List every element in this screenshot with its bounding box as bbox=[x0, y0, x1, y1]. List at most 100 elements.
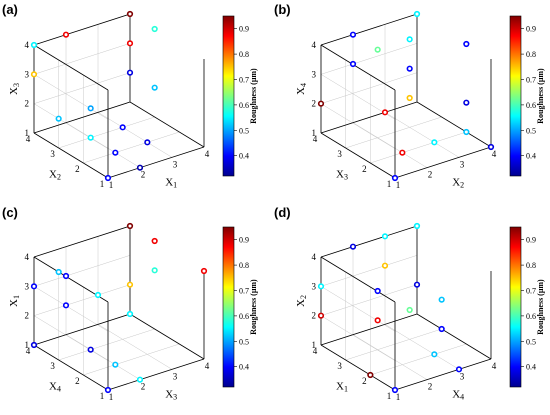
colorbar-tick-label: 0.9 bbox=[526, 236, 536, 245]
data-point bbox=[381, 233, 389, 240]
colorbar-tick-label: 0.8 bbox=[526, 50, 536, 59]
grid-line bbox=[65, 122, 141, 168]
colorbar-tick-label: 0.8 bbox=[239, 50, 249, 59]
data-point bbox=[413, 222, 421, 230]
colorbar-label: Roughness (μm) bbox=[249, 279, 258, 335]
grid-line bbox=[320, 72, 418, 104]
x-tick-label: 2 bbox=[428, 382, 433, 392]
data-point bbox=[487, 143, 495, 151]
z-tick-label: 2 bbox=[25, 311, 30, 321]
data-point bbox=[463, 99, 470, 106]
data-point bbox=[62, 272, 70, 280]
box-edge bbox=[320, 344, 396, 391]
colorbar: 0.9 0.8 0.7 0.6 0.5 0.4 Roughness (μm) bbox=[509, 15, 545, 177]
grid-line bbox=[320, 315, 396, 361]
z-tick-label: 4 bbox=[312, 252, 317, 262]
data-point bbox=[367, 371, 374, 379]
colorbar-tick-label: 0.7 bbox=[526, 75, 536, 84]
grid-line bbox=[65, 334, 141, 380]
data-point bbox=[438, 296, 445, 303]
z-tick-label: 2 bbox=[312, 99, 317, 109]
data-point bbox=[126, 222, 134, 230]
data-point bbox=[104, 386, 112, 394]
panel-c: 111222333444X3X4X1(c)0.90.80.70.60.50.4R… bbox=[2, 205, 258, 402]
grid-line bbox=[33, 284, 131, 316]
box-edge bbox=[33, 313, 131, 346]
x-axis-label: X4 bbox=[452, 388, 464, 401]
box-edge bbox=[33, 44, 109, 91]
z-tick-label: 1 bbox=[25, 340, 30, 350]
z-tick-label: 4 bbox=[25, 40, 30, 50]
colorbar-tick-label: 0.4 bbox=[239, 363, 249, 372]
data-point bbox=[112, 149, 119, 156]
x-tick-label: 2 bbox=[428, 170, 433, 180]
grid-line bbox=[320, 284, 418, 316]
box-edge bbox=[320, 44, 396, 91]
colorbar-tick-label: 0.9 bbox=[526, 25, 536, 34]
data-point bbox=[431, 351, 438, 358]
x-tick-label: 4 bbox=[492, 361, 497, 371]
colorbar: 0.9 0.8 0.7 0.6 0.5 0.4 Roughness (μm) bbox=[509, 226, 545, 388]
data-point bbox=[151, 267, 158, 274]
grid-line bbox=[83, 131, 180, 164]
z-tick-label: 1 bbox=[312, 340, 317, 350]
x-tick-label: 4 bbox=[492, 149, 497, 159]
data-point bbox=[126, 10, 134, 18]
z-tick-label: 2 bbox=[312, 311, 317, 321]
x-tick-label: 4 bbox=[205, 361, 210, 371]
y-axis-label: X1 bbox=[336, 381, 348, 394]
z-tick-label: 1 bbox=[312, 128, 317, 138]
box-edge bbox=[33, 225, 131, 258]
box-edge bbox=[129, 101, 205, 148]
grid-line bbox=[345, 328, 442, 361]
colorbar-label: Roughness (μm) bbox=[536, 279, 545, 335]
y-tick-label: 4 bbox=[313, 134, 318, 144]
y-tick-label: 2 bbox=[362, 376, 367, 386]
panel-d: 111222333444X4X1X2(d)0.90.80.70.60.50.4R… bbox=[274, 205, 545, 402]
x-tick-label: 1 bbox=[396, 392, 401, 402]
data-point bbox=[406, 94, 413, 102]
y-tick-label: 3 bbox=[337, 149, 342, 159]
data-point bbox=[349, 60, 357, 68]
box-edge bbox=[394, 146, 492, 179]
data-point bbox=[30, 41, 38, 49]
colorbar-tick-label: 0.6 bbox=[526, 312, 536, 321]
z-axis-label: X3 bbox=[8, 83, 21, 95]
data-point bbox=[151, 25, 158, 33]
colorbar-tick-label: 0.5 bbox=[526, 337, 536, 346]
x-tick-label: 1 bbox=[109, 180, 114, 190]
colorbar-gradient bbox=[509, 15, 522, 177]
y-tick-label: 1 bbox=[100, 179, 105, 189]
data-point bbox=[374, 317, 381, 324]
y-tick-label: 4 bbox=[26, 134, 31, 144]
colorbar-tick-label: 0.8 bbox=[526, 261, 536, 270]
y-tick-label: 4 bbox=[313, 346, 318, 356]
x-tick-label: 4 bbox=[205, 149, 210, 159]
box-edge bbox=[320, 132, 396, 179]
grid-line bbox=[33, 74, 109, 120]
colorbar-tick-label: 0.6 bbox=[526, 101, 536, 110]
box-edge bbox=[320, 313, 418, 346]
data-point bbox=[391, 386, 399, 394]
y-tick-label: 2 bbox=[75, 164, 80, 174]
colorbar-label: Roughness (μm) bbox=[536, 68, 545, 124]
data-point bbox=[94, 291, 102, 299]
grid-line bbox=[320, 103, 396, 149]
grid-line bbox=[33, 103, 109, 149]
colorbar-tick-label: 0.4 bbox=[526, 152, 536, 161]
z-axis-label: X2 bbox=[295, 295, 308, 307]
box-edge bbox=[320, 101, 418, 134]
grid-line bbox=[33, 286, 109, 332]
x-tick-label: 2 bbox=[141, 170, 146, 180]
data-point bbox=[136, 376, 144, 383]
y-tick-label: 4 bbox=[26, 346, 31, 356]
y-axis-label: X3 bbox=[336, 169, 348, 182]
box-edge bbox=[129, 313, 205, 360]
y-axis-label: X2 bbox=[49, 169, 61, 182]
data-point bbox=[438, 325, 445, 333]
grid-line bbox=[33, 43, 131, 75]
data-point bbox=[151, 237, 158, 245]
y-tick-label: 1 bbox=[387, 391, 392, 401]
x-tick-label: 3 bbox=[460, 371, 465, 381]
x-axis-label: X1 bbox=[165, 176, 177, 189]
